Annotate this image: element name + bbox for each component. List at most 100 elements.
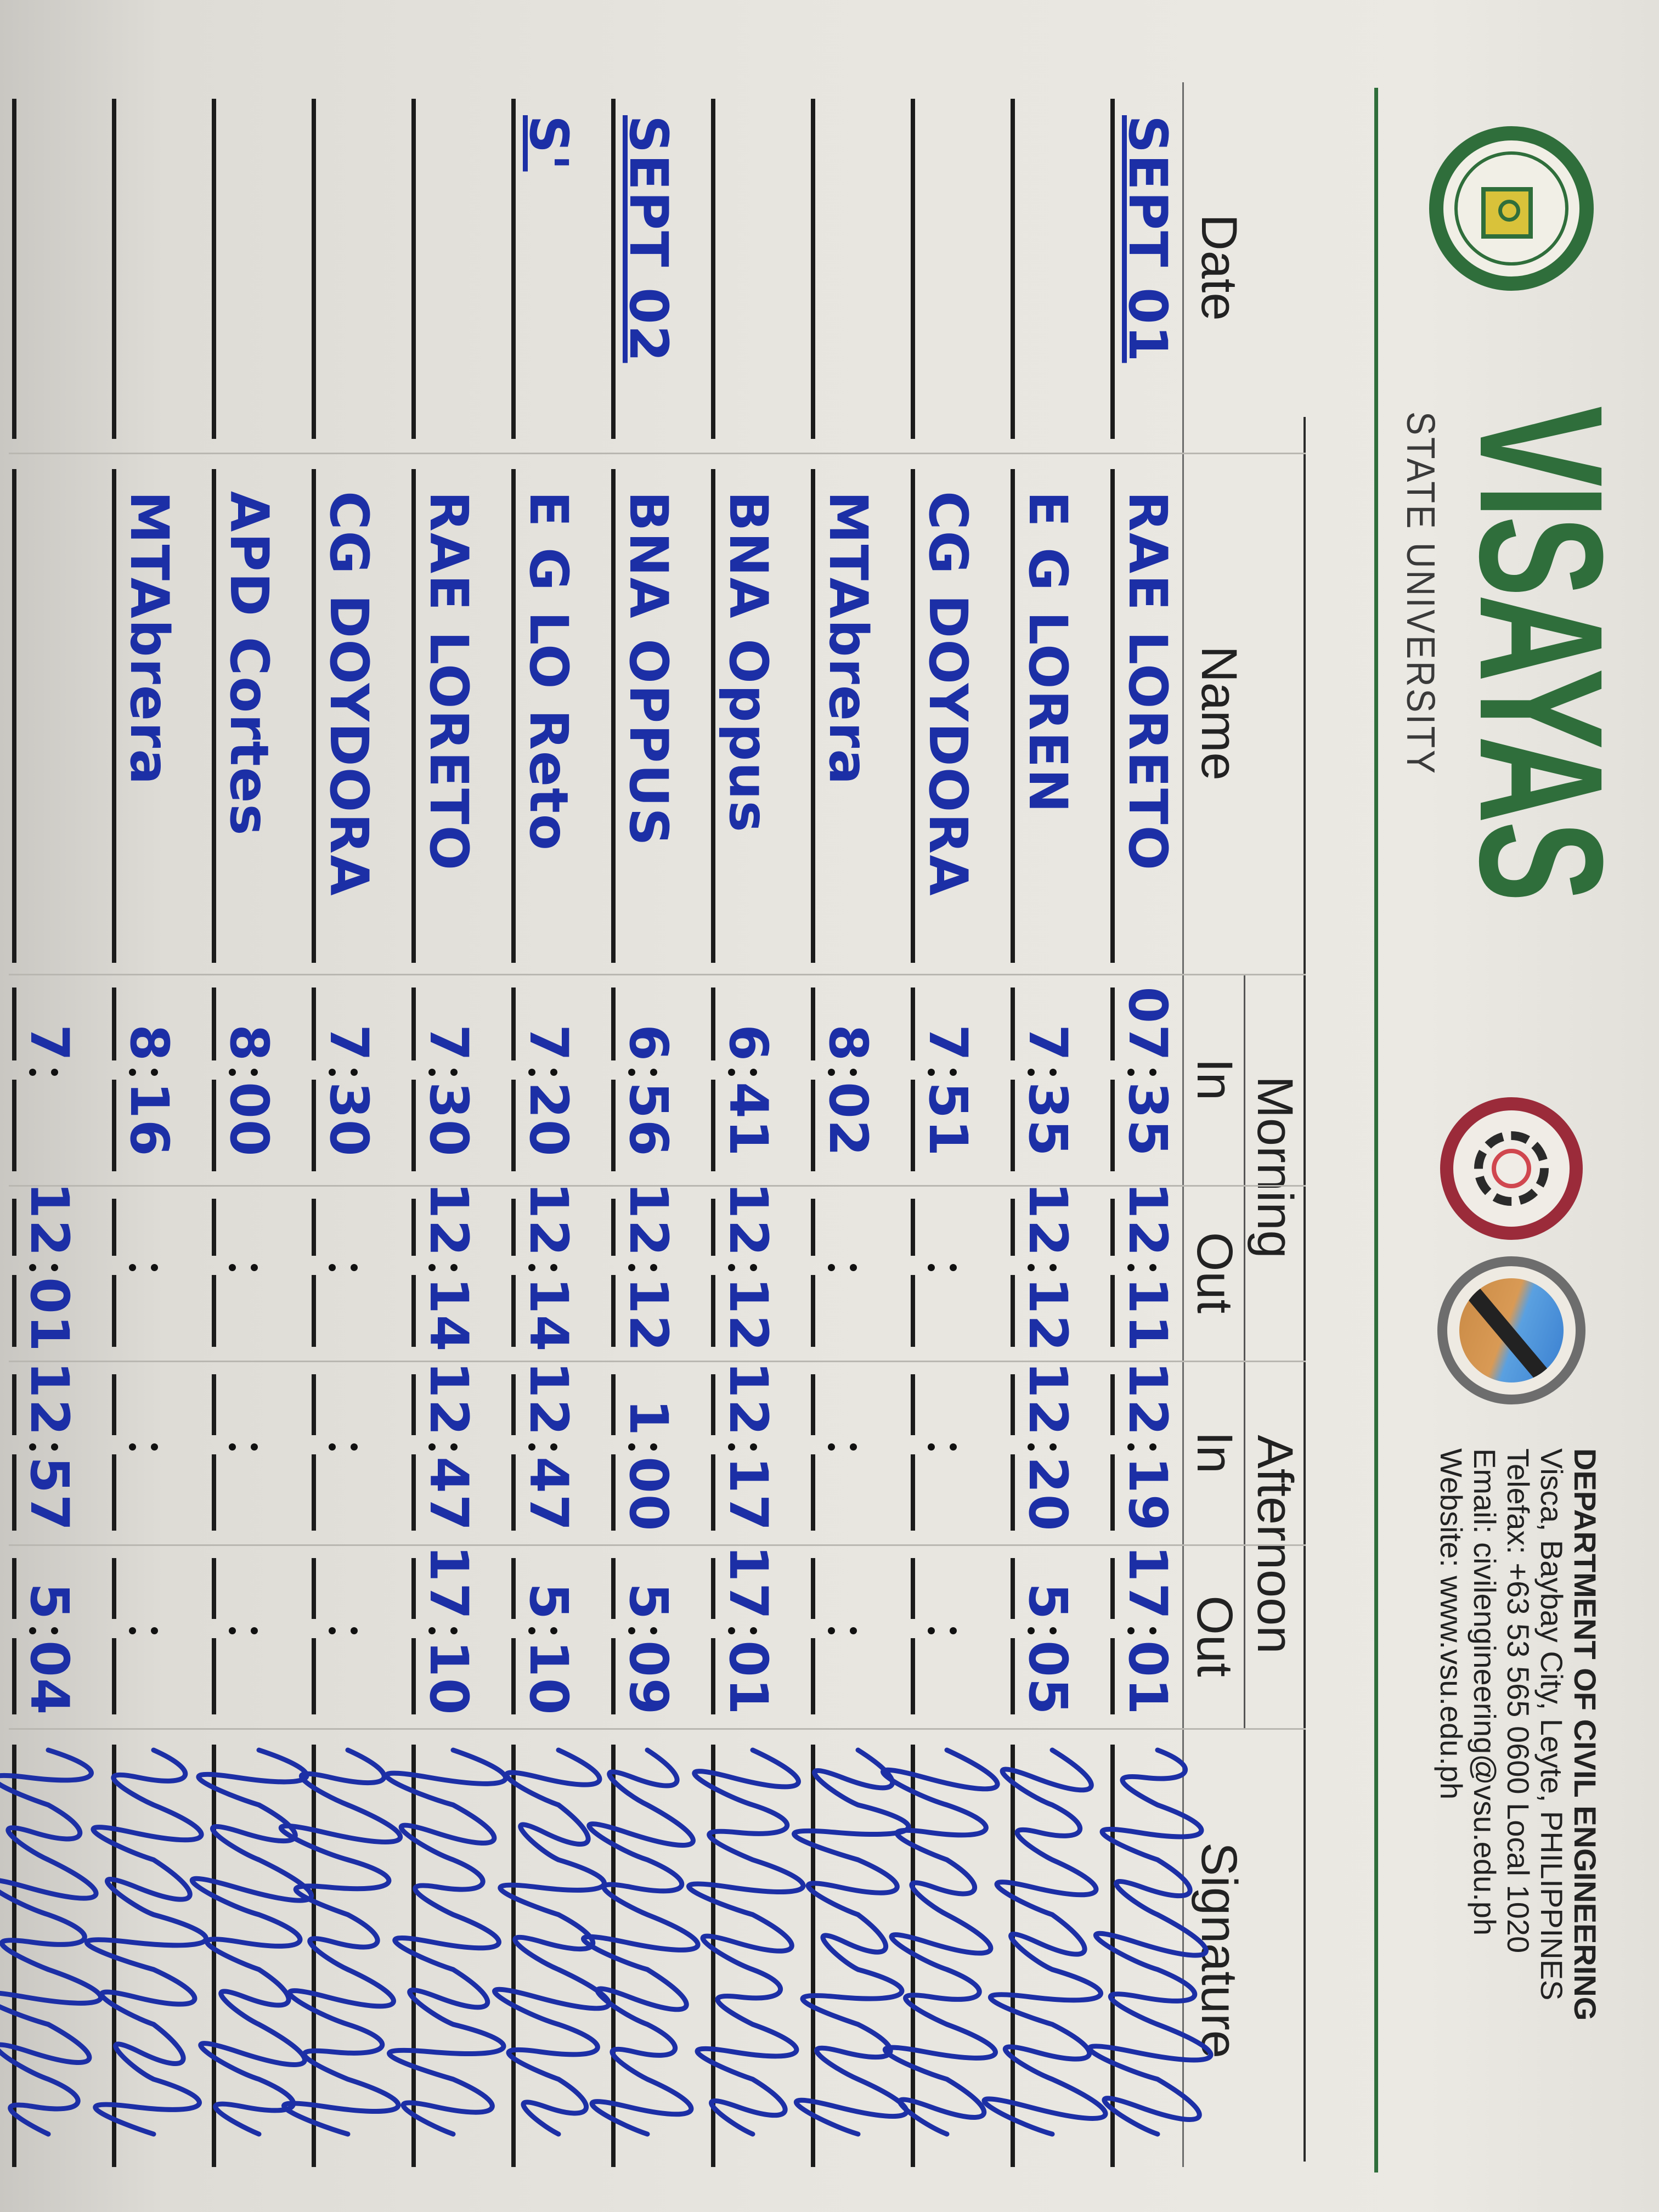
signature-cell[interactable] bbox=[581, 1728, 708, 2167]
name-cell[interactable]: RAE LORETO bbox=[408, 453, 508, 974]
signature-scribble bbox=[1087, 1747, 1214, 2137]
time-cell-am-out[interactable]: 12 12 bbox=[1007, 1182, 1107, 1361]
time-cell-am-out[interactable] bbox=[308, 1185, 408, 1361]
time-cell-am-out[interactable] bbox=[808, 1185, 907, 1361]
time-colon bbox=[624, 1443, 657, 1451]
time-hour: 12 bbox=[517, 1361, 579, 1437]
signature-cell[interactable] bbox=[189, 1728, 314, 2167]
time-cell-am-in[interactable]: 7 20 bbox=[508, 974, 608, 1185]
signature-cell[interactable] bbox=[492, 1728, 612, 2167]
name-cell[interactable]: MTAbrera bbox=[808, 453, 907, 974]
date-cell[interactable] bbox=[1007, 82, 1107, 453]
time-colon bbox=[924, 1069, 957, 1076]
time-cell-pm-in[interactable]: 12 47 bbox=[508, 1361, 608, 1544]
time-minute: 20 bbox=[517, 1082, 579, 1158]
date-cell[interactable] bbox=[408, 82, 508, 453]
time-cell-am-in[interactable]: 7 30 bbox=[408, 974, 508, 1185]
time-cell-am-out[interactable]: 12 01 bbox=[9, 1182, 109, 1361]
time-cell-am-in[interactable]: 8 00 bbox=[208, 974, 308, 1185]
name-cell[interactable]: BNA OPPUS bbox=[608, 453, 708, 974]
time-cell-am-out[interactable]: 12 12 bbox=[708, 1182, 808, 1361]
time-cell-am-in[interactable]: 7 bbox=[9, 974, 109, 1185]
time-cell-pm-in[interactable] bbox=[808, 1361, 907, 1544]
time-colon bbox=[425, 1264, 458, 1272]
time-cell-pm-in[interactable]: 1 00 bbox=[608, 1361, 708, 1544]
time-cell-pm-out[interactable] bbox=[308, 1544, 408, 1728]
time-cell-pm-out[interactable]: 5 04 bbox=[9, 1544, 109, 1728]
name-cell[interactable]: E G LO Reto bbox=[508, 453, 608, 974]
time-cell-pm-in[interactable]: 12 17 bbox=[708, 1361, 808, 1544]
time-cell-pm-in[interactable]: 12 20 bbox=[1007, 1361, 1107, 1544]
time-cell-pm-out[interactable]: 17 01 bbox=[1107, 1544, 1207, 1728]
time-cell-am-in[interactable]: 6 56 bbox=[608, 974, 708, 1185]
time-underline-minute bbox=[911, 1454, 915, 1531]
header-divider bbox=[1374, 88, 1378, 2172]
time-underline-hour bbox=[12, 1558, 16, 1619]
signature-cell[interactable] bbox=[881, 1728, 1007, 2167]
time-cell-pm-out[interactable]: 5 10 bbox=[508, 1544, 608, 1728]
time-cell-am-in[interactable]: 8 16 bbox=[109, 974, 208, 1185]
date-cell[interactable]: S' bbox=[508, 82, 608, 453]
date-cell[interactable]: SEPT 02 bbox=[608, 82, 708, 453]
date-cell[interactable] bbox=[708, 82, 808, 453]
time-cell-am-out[interactable]: 12 11 bbox=[1107, 1182, 1207, 1361]
time-cell-am-in[interactable]: 6 41 bbox=[708, 974, 808, 1185]
name-cell[interactable]: CG DOYDORA bbox=[907, 453, 1007, 974]
time-cell-pm-in[interactable] bbox=[208, 1361, 308, 1544]
department-name: DEPARTMENT OF CIVIL ENGINEERING bbox=[1568, 1448, 1602, 2021]
time-cell-pm-in[interactable]: 12 19 bbox=[1107, 1361, 1207, 1544]
time-cell-pm-out[interactable]: 17 10 bbox=[408, 1544, 508, 1728]
time-cell-am-out[interactable] bbox=[208, 1185, 308, 1361]
signature-cell[interactable] bbox=[686, 1728, 808, 2167]
time-colon bbox=[524, 1069, 557, 1076]
time-cell-pm-out[interactable]: 5 09 bbox=[608, 1544, 708, 1728]
signature-cell[interactable] bbox=[981, 1728, 1108, 2167]
date-cell[interactable] bbox=[9, 82, 109, 453]
time-underline-minute bbox=[1110, 1275, 1115, 1347]
name-cell[interactable]: APD Cortes bbox=[208, 453, 308, 974]
time-cell-pm-in[interactable]: 12 47 bbox=[408, 1361, 508, 1544]
name-cell[interactable]: CG DOYDORA bbox=[308, 453, 408, 974]
time-cell-am-out[interactable]: 12 14 bbox=[408, 1182, 508, 1361]
time-cell-am-out[interactable]: 12 12 bbox=[608, 1182, 708, 1361]
time-underline-minute bbox=[611, 1454, 616, 1531]
name-cell[interactable]: BNA Oppus bbox=[708, 453, 808, 974]
time-cell-am-in[interactable]: 8 02 bbox=[808, 974, 907, 1185]
signature-cell[interactable] bbox=[1087, 1728, 1214, 2167]
time-cell-pm-out[interactable] bbox=[907, 1544, 1007, 1728]
time-cell-pm-in[interactable] bbox=[907, 1361, 1007, 1544]
name-cell[interactable]: MTAbrera bbox=[109, 453, 208, 974]
table-row: BNA Oppus 6 41 12 12 12 17 17 01 bbox=[686, 0, 808, 2178]
signature-cell[interactable] bbox=[383, 1728, 508, 2167]
time-cell-am-in[interactable]: 7 30 bbox=[308, 974, 408, 1185]
time-cell-pm-out[interactable] bbox=[808, 1544, 907, 1728]
date-cell[interactable] bbox=[808, 82, 907, 453]
time-cell-pm-in[interactable] bbox=[109, 1361, 208, 1544]
time-cell-am-in[interactable]: 7 35 bbox=[1007, 974, 1107, 1185]
signature-cell[interactable] bbox=[792, 1728, 911, 2167]
time-cell-am-in[interactable]: 07 35 bbox=[1107, 974, 1207, 1185]
time-cell-pm-in[interactable]: 12 57 bbox=[9, 1361, 109, 1544]
time-cell-pm-out[interactable] bbox=[109, 1544, 208, 1728]
time-cell-pm-out[interactable]: 17 01 bbox=[708, 1544, 808, 1728]
time-cell-pm-in[interactable] bbox=[308, 1361, 408, 1544]
signature-cell[interactable] bbox=[0, 1728, 109, 2167]
signature-cell[interactable] bbox=[278, 1728, 408, 2167]
time-cell-pm-out[interactable] bbox=[208, 1544, 308, 1728]
name-cell[interactable]: RAE LORETO bbox=[1107, 453, 1207, 974]
date-cell[interactable] bbox=[907, 82, 1007, 453]
time-cell-am-out[interactable] bbox=[109, 1185, 208, 1361]
date-cell[interactable] bbox=[308, 82, 408, 453]
time-minute: 01 bbox=[1116, 1640, 1178, 1716]
date-cell[interactable]: SEPT 01 bbox=[1107, 82, 1207, 453]
time-cell-am-in[interactable]: 7 51 bbox=[907, 974, 1007, 1185]
name-cell[interactable] bbox=[9, 453, 109, 974]
time-cell-pm-out[interactable]: 5 05 bbox=[1007, 1544, 1107, 1728]
time-cell-am-out[interactable] bbox=[907, 1185, 1007, 1361]
date-cell[interactable] bbox=[109, 82, 208, 453]
signature-cell[interactable] bbox=[84, 1728, 208, 2167]
time-hour: 7 bbox=[1017, 1024, 1079, 1062]
name-cell[interactable]: E G LOREN bbox=[1007, 453, 1107, 974]
date-cell[interactable] bbox=[208, 82, 308, 453]
time-cell-am-out[interactable]: 12 14 bbox=[508, 1182, 608, 1361]
